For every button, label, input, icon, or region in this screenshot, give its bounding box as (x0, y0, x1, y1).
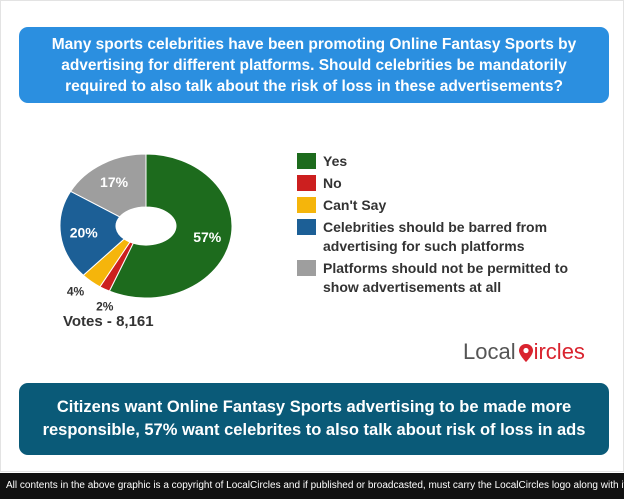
slice-label-2: 4% (67, 285, 85, 299)
legend-label: Platforms should not be permitted to sho… (323, 260, 569, 295)
votes-count: Votes - 8,161 (63, 313, 154, 330)
slice-0 (108, 153, 233, 299)
slice-label-0: 57% (193, 229, 222, 245)
legend-swatch (297, 197, 316, 213)
logo-text-circles: ircles (533, 339, 585, 364)
legend-label: Celebrities should be barred from advert… (323, 219, 548, 254)
survey-conclusion: Citizens want Online Fantasy Sports adve… (19, 383, 609, 455)
legend-item-2: Can't Say (297, 196, 617, 215)
location-pin-icon (518, 344, 533, 362)
slice-label-3: 20% (70, 224, 99, 240)
logo-text-local: Local (463, 339, 516, 364)
copyright-footer: All contents in the above graphic is a c… (0, 473, 624, 499)
slice-label-1: 2% (96, 300, 114, 314)
legend-swatch (297, 153, 316, 169)
legend-item-4: Platforms should not be permitted to sho… (297, 259, 617, 297)
donut-chart: 57% 2% 4% 20% 17% (59, 153, 233, 314)
slice-3 (59, 190, 125, 276)
slice-label-4: 17% (100, 174, 129, 190)
legend-label: Can't Say (323, 197, 387, 213)
legend-label: No (323, 175, 342, 191)
chart-legend: Yes No Can't Say Celebrities should be barr… (297, 152, 617, 300)
slice-4 (69, 153, 147, 218)
legend-swatch (297, 175, 316, 191)
survey-question: Many sports celebrities have been promot… (19, 27, 609, 103)
legend-item-0: Yes (297, 152, 617, 171)
legend-label: Yes (323, 153, 348, 169)
infographic-frame: Many sports celebrities have been promot… (0, 0, 624, 472)
legend-item-3: Celebrities should be barred from advert… (297, 218, 617, 256)
legend-item-1: No (297, 174, 617, 193)
legend-swatch (297, 219, 316, 235)
localcircles-logo: Local ircles (463, 339, 585, 365)
legend-swatch (297, 260, 316, 276)
